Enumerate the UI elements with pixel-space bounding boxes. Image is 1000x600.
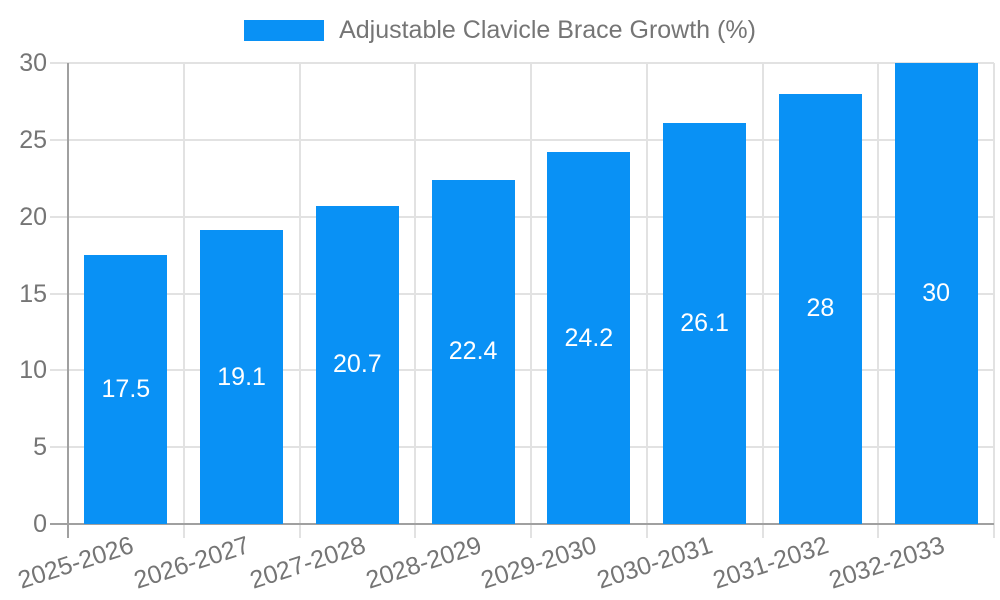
- bar[interactable]: 24.2: [547, 152, 631, 524]
- bar[interactable]: 28: [778, 93, 862, 524]
- gridline-vertical: [298, 63, 301, 538]
- y-tick-label: 20: [19, 202, 47, 231]
- y-tick-label: 10: [19, 356, 47, 385]
- x-tick-label: 2031-2032: [709, 531, 832, 595]
- gridline-vertical: [877, 63, 880, 538]
- gridline-horizontal: [50, 62, 994, 64]
- bar-value-label: 30: [922, 279, 951, 307]
- gridline-horizontal: [50, 292, 994, 295]
- gridline-horizontal: [50, 215, 994, 218]
- gridline-vertical: [530, 63, 532, 538]
- bar[interactable]: 26.1: [663, 122, 747, 524]
- bar[interactable]: 20.7: [315, 205, 399, 524]
- x-tick-label: 2027-2028: [246, 531, 369, 595]
- x-tick-label: 2025-2026: [14, 531, 138, 595]
- legend[interactable]: Adjustable Clavicle Brace Growth (%): [0, 18, 1000, 43]
- bar-value-label: 26.1: [680, 308, 729, 337]
- gridline-vertical: [182, 63, 185, 538]
- y-axis-line: [67, 63, 69, 538]
- y-tick-label: 30: [19, 49, 47, 77]
- gridline-horizontal: [50, 446, 994, 449]
- bar-value-label: 28: [806, 294, 835, 323]
- bar-value-label: 17.5: [101, 375, 151, 404]
- legend-label: Adjustable Clavicle Brace Growth (%): [339, 16, 756, 44]
- bar-value-label: 24.2: [564, 323, 614, 352]
- x-axis-line: [50, 523, 994, 525]
- gridline-vertical: [645, 63, 648, 538]
- gridline-horizontal: [50, 138, 994, 141]
- bar-value-label: 19.1: [217, 362, 266, 391]
- x-tick-label: 2028-2029: [362, 531, 485, 595]
- gridline-vertical: [761, 63, 764, 538]
- y-tick-label: 15: [19, 279, 47, 308]
- bar[interactable]: 30: [894, 63, 978, 524]
- bar-value-label: 20.7: [333, 350, 382, 379]
- bar[interactable]: 22.4: [431, 179, 515, 524]
- gridline-horizontal: [50, 369, 994, 372]
- bar[interactable]: 17.5: [84, 255, 168, 524]
- y-tick-label: 25: [19, 125, 47, 154]
- x-tick-label: 2029-2030: [477, 531, 601, 595]
- gridline-vertical: [993, 63, 995, 538]
- y-tick-label: 5: [33, 433, 47, 462]
- x-tick-label: 2026-2027: [130, 531, 253, 595]
- x-tick-label: 2032-2033: [825, 531, 948, 595]
- bar-value-label: 22.4: [448, 337, 498, 366]
- bar[interactable]: 19.1: [200, 230, 284, 524]
- legend-swatch: [244, 20, 325, 41]
- y-tick-label: 0: [33, 510, 47, 538]
- x-tick-label: 2030-2031: [593, 531, 716, 595]
- gridline-vertical: [414, 63, 417, 538]
